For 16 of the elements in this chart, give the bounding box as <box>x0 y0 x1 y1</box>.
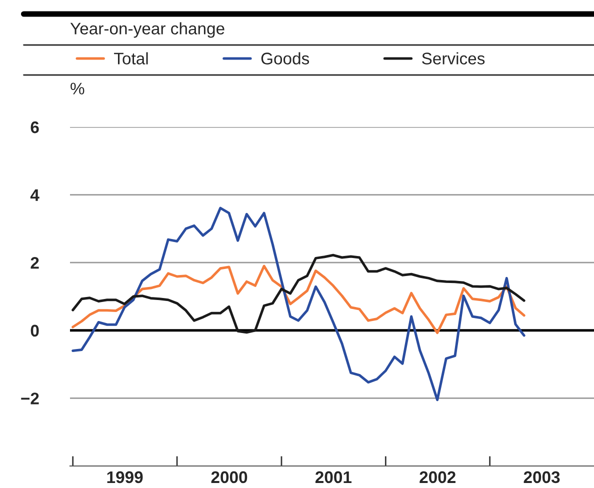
chart-subtitle: Year-on-year change <box>70 22 224 38</box>
x-tick-label: 2000 <box>211 471 248 484</box>
line-series <box>72 206 526 402</box>
y-tick-label: 6 <box>30 121 39 134</box>
y-tick-label: 0 <box>30 324 39 337</box>
y-tick-label: −2 <box>21 392 39 404</box>
legend-label: Goods <box>261 52 310 64</box>
y-tick-label: 4 <box>30 189 40 201</box>
legend-label: Total <box>114 52 148 64</box>
x-tick-label: 2001 <box>315 471 352 484</box>
x-tick-label: 2002 <box>420 471 456 484</box>
legend-label: Services <box>422 52 485 64</box>
x-tick-label: 2003 <box>524 471 560 484</box>
x-tick-label: 1999 <box>107 471 143 484</box>
y-tick-label: 2 <box>30 257 39 269</box>
y-axis-title: % <box>70 82 84 94</box>
